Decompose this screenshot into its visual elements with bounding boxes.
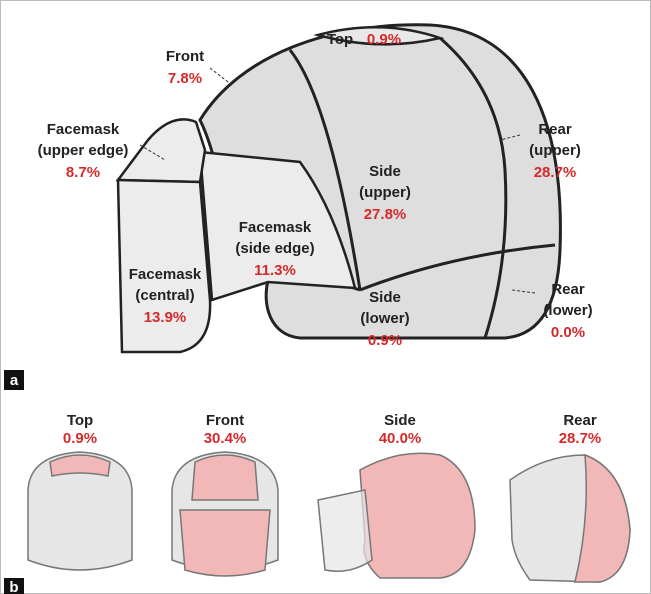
helmet-side-view-small xyxy=(317,452,476,579)
region-name: Facemask xyxy=(129,266,202,283)
view-percent: 28.7% xyxy=(559,430,602,447)
panel-label: a xyxy=(10,372,19,389)
region-name: Facemask xyxy=(47,121,120,138)
panel-label-box xyxy=(4,370,24,390)
region-percent: 8.7% xyxy=(66,164,100,181)
helmet-top-view xyxy=(27,451,133,571)
region-name: Rear xyxy=(538,121,572,138)
helmet-side-view xyxy=(115,23,562,354)
region-percent: 13.9% xyxy=(144,309,187,326)
seam xyxy=(439,36,508,339)
view-name: Top xyxy=(67,412,93,429)
region-name: (upper) xyxy=(359,184,411,201)
leader-line xyxy=(511,289,536,294)
region-name: (lower) xyxy=(543,302,592,319)
region-name: (side edge) xyxy=(235,240,314,257)
region-percent: 0.9% xyxy=(367,31,401,48)
seam xyxy=(288,49,362,291)
region-name: Side xyxy=(369,163,401,180)
facemask-central xyxy=(116,178,212,354)
region-name: Facemask xyxy=(239,219,312,236)
panel-label-box xyxy=(4,578,24,594)
region-name: Front xyxy=(166,48,204,65)
region-percent: 11.3% xyxy=(254,262,296,279)
region-name: (upper edge) xyxy=(38,142,129,159)
region-name: (upper) xyxy=(529,142,581,159)
view-percent: 30.4% xyxy=(204,430,247,447)
region-percent: 28.7% xyxy=(534,164,577,181)
view-name: Front xyxy=(206,412,244,429)
helmet-rear-view xyxy=(509,453,631,583)
view-percent: 0.9% xyxy=(63,430,97,447)
region-name: Top xyxy=(327,31,353,48)
helmet-front-view xyxy=(171,451,279,577)
view-name: Rear xyxy=(563,412,597,429)
region-name: Side xyxy=(369,289,401,306)
view-percent: 40.0% xyxy=(379,430,422,447)
facemask-side-edge xyxy=(198,150,357,302)
leader-line xyxy=(499,134,521,141)
facemask-upper-edge xyxy=(115,118,207,184)
region-percent: 0.0% xyxy=(551,324,585,341)
panel-label: b xyxy=(9,579,18,594)
view-name: Side xyxy=(384,412,416,429)
region-percent: 27.8% xyxy=(364,206,407,223)
region-percent: 7.8% xyxy=(168,70,202,87)
region-percent: 0.9% xyxy=(368,332,402,349)
region-name: Rear xyxy=(551,281,585,298)
region-name: (lower) xyxy=(360,310,409,327)
seam xyxy=(359,243,556,292)
region-name: (central) xyxy=(135,287,194,304)
